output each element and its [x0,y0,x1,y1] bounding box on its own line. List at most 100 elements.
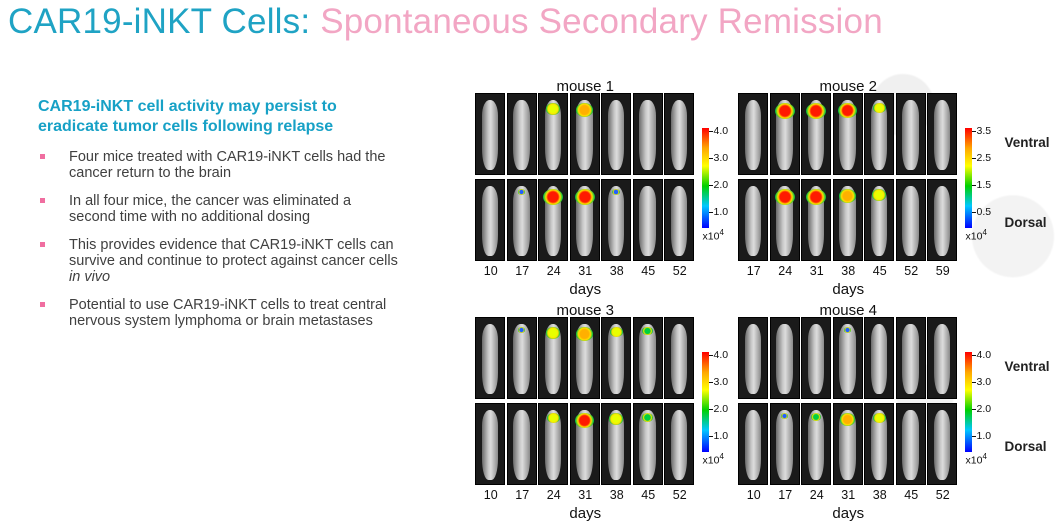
dorsal-label: Dorsal [1004,439,1047,454]
title-main: CAR19-iNKT Cells: [8,2,311,41]
mouse-image-ventral [801,93,831,175]
colorbar-tick-label: 4.0 [971,349,992,361]
colorbar-unit: x104 [702,452,724,467]
emphasis-in-vivo: in vivo [69,269,111,285]
bullet-square-icon [40,242,45,247]
mouse-image-ventral [664,93,694,175]
signal-hotspot [517,189,526,195]
signal-hotspot [574,189,595,205]
day-tick-label: 38 [872,488,887,502]
mouse-silhouette [933,323,951,395]
mouse-silhouette [744,409,762,481]
signal-hotspot [810,413,822,422]
day-tick-label: 10 [746,488,761,502]
signal-hotspot [543,189,563,205]
days-axis-label: days [569,281,602,298]
mouse-image-dorsal [475,179,505,261]
mouse-image-dorsal [738,179,768,261]
mouse-silhouette [481,185,499,257]
mouse-image-ventral [506,93,537,175]
bioluminescence-image-grid [475,317,696,485]
mouse-image-dorsal [632,403,663,485]
mouse-silhouette [639,409,656,481]
signal-hotspot [608,413,624,425]
mouse-silhouette [607,185,625,257]
mouse-image-dorsal [927,179,957,261]
day-labels: 10 17 24 31 38 45 52 [475,264,696,280]
mouse-silhouette [744,185,762,257]
mouse-image-ventral [895,317,926,399]
mouse-image-ventral [538,317,568,399]
mouse-image-ventral [738,317,768,399]
signal-hotspot [838,189,857,203]
colorbar-tick-label: 1.0 [971,430,992,442]
mouse-silhouette [870,409,888,481]
day-tick-label: 59 [935,264,950,278]
day-labels: 17 24 31 38 45 52 59 [738,264,959,280]
signal-hotspot [545,327,561,339]
signal-hotspot [774,189,795,205]
mouse-silhouette [607,323,625,395]
days-axis-label: days [832,281,865,298]
mouse-silhouette [639,323,656,395]
title-subtitle: Spontaneous Secondary Remission [320,2,883,41]
subheading: CAR19-iNKT cell activity may persist to … [38,98,337,135]
signal-hotspot [642,327,653,336]
mouse-image-ventral [738,93,768,175]
signal-hotspot [517,327,526,333]
bioluminescence-image-grid [475,93,696,261]
mouse-image-ventral [569,317,600,399]
panel-title: mouse 2 [819,78,878,95]
colorbar-tick-label: 2.5 [971,152,992,164]
mouse-silhouette [902,99,919,171]
mouse-image-dorsal [801,179,831,261]
mouse-image-dorsal [864,179,894,261]
signal-hotspot [780,413,789,419]
colorbar-tick-label: 3.0 [971,376,992,388]
panel-title: mouse 3 [556,302,615,319]
mouse-image-ventral [506,317,537,399]
mouse-image-dorsal [864,403,894,485]
mouse-silhouette [933,409,951,481]
mouse-silhouette [576,323,593,395]
mouse-silhouette [807,323,825,395]
colorbar-tick-label: 2.0 [708,403,729,415]
mouse-silhouette [870,99,888,171]
mouse-image-ventral [927,93,957,175]
mouse-image-ventral [569,93,600,175]
day-tick-label: 10 [483,264,498,278]
bioluminescence-image-grid [738,317,959,485]
colorbar [701,128,709,228]
mouse-image-ventral [632,93,663,175]
colorbar [701,352,709,452]
day-tick-label: 38 [841,264,856,278]
day-tick-label: 24 [546,264,561,278]
day-tick-label: 45 [904,488,919,502]
mouse-silhouette [544,409,562,481]
mouse-image-dorsal [506,403,537,485]
day-tick-label: 31 [578,488,593,502]
mouse-silhouette [744,99,762,171]
colorbar-tick-label: 3.5 [971,125,992,137]
mouse-image-dorsal [664,179,694,261]
mouse-image-ventral [538,93,568,175]
mouse-image-ventral [475,317,505,399]
mouse-image-dorsal [569,179,600,261]
mouse-image-dorsal [601,403,631,485]
mouse-silhouette [513,323,530,395]
signal-hotspot [843,327,852,333]
signal-hotspot [806,189,826,205]
bullet-square-icon [40,154,45,159]
mouse-image-ventral [895,93,926,175]
mouse-silhouette [870,185,888,257]
mouse-image-dorsal [895,403,926,485]
colorbar-tick-label: 1.5 [971,179,992,191]
day-tick-label: 45 [872,264,887,278]
dorsal-label: Dorsal [1004,215,1047,230]
mouse-silhouette [639,99,656,171]
mouse-silhouette [481,99,499,171]
mouse-image-ventral [832,93,863,175]
day-tick-label: 31 [841,488,856,502]
days-axis-label: days [569,505,602,522]
mouse-silhouette [639,185,656,257]
